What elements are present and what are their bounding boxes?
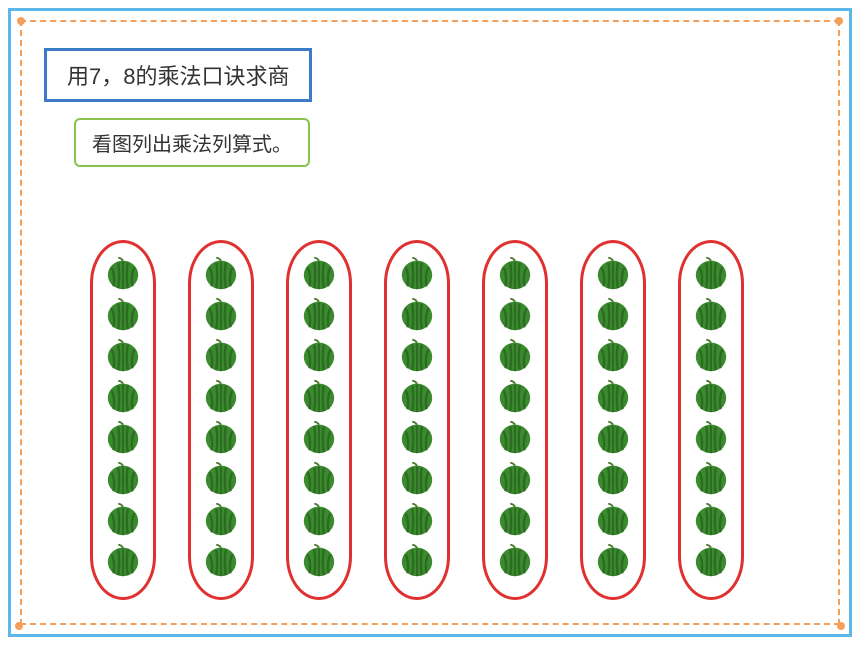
watermelon-icon (398, 254, 436, 292)
watermelon-icon (300, 459, 338, 497)
corner-dot-bl (15, 622, 23, 630)
melon-column (104, 254, 142, 579)
watermelon-icon (300, 254, 338, 292)
watermelon-icon (300, 336, 338, 374)
page-title: 用7，8的乘法口诀求商 (67, 59, 289, 91)
watermelon-icon (692, 377, 730, 415)
watermelon-icon (202, 336, 240, 374)
watermelon-group (384, 240, 450, 600)
watermelon-groups (90, 240, 744, 600)
watermelon-icon (398, 541, 436, 579)
watermelon-icon (594, 500, 632, 538)
watermelon-group (188, 240, 254, 600)
watermelon-icon (300, 541, 338, 579)
watermelon-icon (300, 295, 338, 333)
watermelon-icon (202, 541, 240, 579)
instruction-text: 看图列出乘法列算式。 (92, 128, 292, 157)
watermelon-icon (104, 295, 142, 333)
watermelon-icon (692, 295, 730, 333)
watermelon-icon (594, 254, 632, 292)
watermelon-icon (398, 418, 436, 456)
watermelon-icon (692, 418, 730, 456)
melon-column (496, 254, 534, 579)
melon-column (594, 254, 632, 579)
watermelon-icon (398, 336, 436, 374)
watermelon-icon (594, 459, 632, 497)
watermelon-icon (104, 377, 142, 415)
watermelon-icon (692, 541, 730, 579)
watermelon-icon (202, 418, 240, 456)
watermelon-icon (202, 459, 240, 497)
watermelon-icon (496, 377, 534, 415)
watermelon-icon (202, 295, 240, 333)
watermelon-icon (104, 500, 142, 538)
watermelon-icon (496, 295, 534, 333)
watermelon-icon (202, 500, 240, 538)
watermelon-icon (496, 541, 534, 579)
watermelon-icon (202, 254, 240, 292)
watermelon-icon (692, 336, 730, 374)
watermelon-group (580, 240, 646, 600)
watermelon-icon (496, 336, 534, 374)
melon-column (202, 254, 240, 579)
watermelon-icon (202, 377, 240, 415)
title-box: 用7，8的乘法口诀求商 (44, 48, 312, 102)
watermelon-icon (594, 541, 632, 579)
melon-column (398, 254, 436, 579)
watermelon-icon (594, 336, 632, 374)
watermelon-icon (398, 459, 436, 497)
watermelon-icon (398, 377, 436, 415)
watermelon-icon (300, 418, 338, 456)
watermelon-group (90, 240, 156, 600)
watermelon-icon (692, 500, 730, 538)
watermelon-icon (300, 377, 338, 415)
watermelon-group (286, 240, 352, 600)
watermelon-icon (496, 254, 534, 292)
watermelon-icon (692, 459, 730, 497)
watermelon-icon (398, 500, 436, 538)
watermelon-icon (496, 418, 534, 456)
watermelon-icon (398, 295, 436, 333)
watermelon-icon (692, 254, 730, 292)
watermelon-icon (104, 336, 142, 374)
watermelon-icon (496, 500, 534, 538)
watermelon-icon (104, 254, 142, 292)
watermelon-icon (594, 377, 632, 415)
watermelon-icon (496, 459, 534, 497)
watermelon-icon (104, 418, 142, 456)
melon-column (300, 254, 338, 579)
melon-column (692, 254, 730, 579)
instruction-box: 看图列出乘法列算式。 (74, 118, 310, 167)
watermelon-icon (104, 459, 142, 497)
watermelon-icon (300, 500, 338, 538)
corner-dot-br (837, 622, 845, 630)
watermelon-icon (594, 295, 632, 333)
watermelon-icon (104, 541, 142, 579)
watermelon-group (482, 240, 548, 600)
watermelon-group (678, 240, 744, 600)
watermelon-icon (594, 418, 632, 456)
